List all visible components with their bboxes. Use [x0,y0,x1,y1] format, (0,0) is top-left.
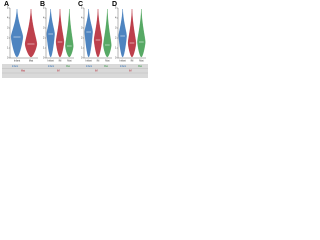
legend-label: Mat [138,65,142,68]
violin [137,8,146,58]
y-tick-label: 4 [81,17,83,20]
page: {"chart_data":[ {"type":"violin","label"… [0,0,150,79]
y-tick-label: 0 [7,57,9,60]
panel-label: D [112,1,117,8]
legend-label: Mat [104,65,108,68]
y-tick-label: 5 [43,7,45,10]
legend-label: IM [57,70,60,73]
x-tick-label: Infant [48,60,55,63]
x-tick-label: Mat [29,60,33,63]
y-tick-label: 0 [115,57,117,60]
violin [65,8,74,58]
y-tick-label: 1 [43,47,45,50]
legend-label: IM [129,70,132,73]
x-tick-label: IM [97,60,100,63]
y-tick-label: 3 [81,27,83,30]
legend-label: Mat [66,65,70,68]
y-tick-label: 0 [43,57,45,60]
x-tick-label: Mat [139,60,143,63]
y-tick-label: 1 [81,47,83,50]
x-tick-label: Infant [86,60,93,63]
y-tick-label: 5 [115,7,117,10]
y-tick-label: 3 [115,27,117,30]
y-tick-label: 2 [43,37,45,40]
legend-label: Mat [21,70,25,73]
y-tick-label: 5 [81,7,83,10]
violin [103,8,112,58]
y-tick-label: 0 [81,57,83,60]
panel-label: A [4,1,9,8]
y-tick-label: 2 [115,37,117,40]
y-tick-label: 4 [7,17,9,20]
y-tick-label: 4 [115,17,117,20]
violin [24,8,38,58]
legend-label: Infant [86,65,92,68]
violin [55,8,65,58]
violin [10,8,24,58]
y-tick-label: 3 [7,27,9,30]
panel-label: B [40,1,45,8]
y-tick-label: 4 [43,17,45,20]
x-tick-label: IM [59,60,62,63]
legend-label: IM [95,70,98,73]
table-band [2,64,148,78]
legend-label: Infant [120,65,126,68]
y-tick-label: 2 [7,37,9,40]
x-tick-label: Mat [67,60,71,63]
x-tick-label: Infant [120,60,127,63]
x-tick-label: Mat [105,60,109,63]
violin [118,8,127,58]
violin [46,8,55,58]
y-tick-label: 2 [81,37,83,40]
panel-label: C [78,1,83,8]
y-tick-label: 3 [43,27,45,30]
legend-label: Infant [12,65,18,68]
y-tick-label: 5 [7,7,9,10]
y-tick-label: 1 [7,47,9,50]
violin [84,8,93,58]
x-tick-label: Infant [14,60,21,63]
violin [93,8,103,58]
y-tick-label: 1 [115,47,117,50]
violin [127,8,137,58]
x-tick-label: IM [131,60,134,63]
legend-label: Infant [48,65,54,68]
